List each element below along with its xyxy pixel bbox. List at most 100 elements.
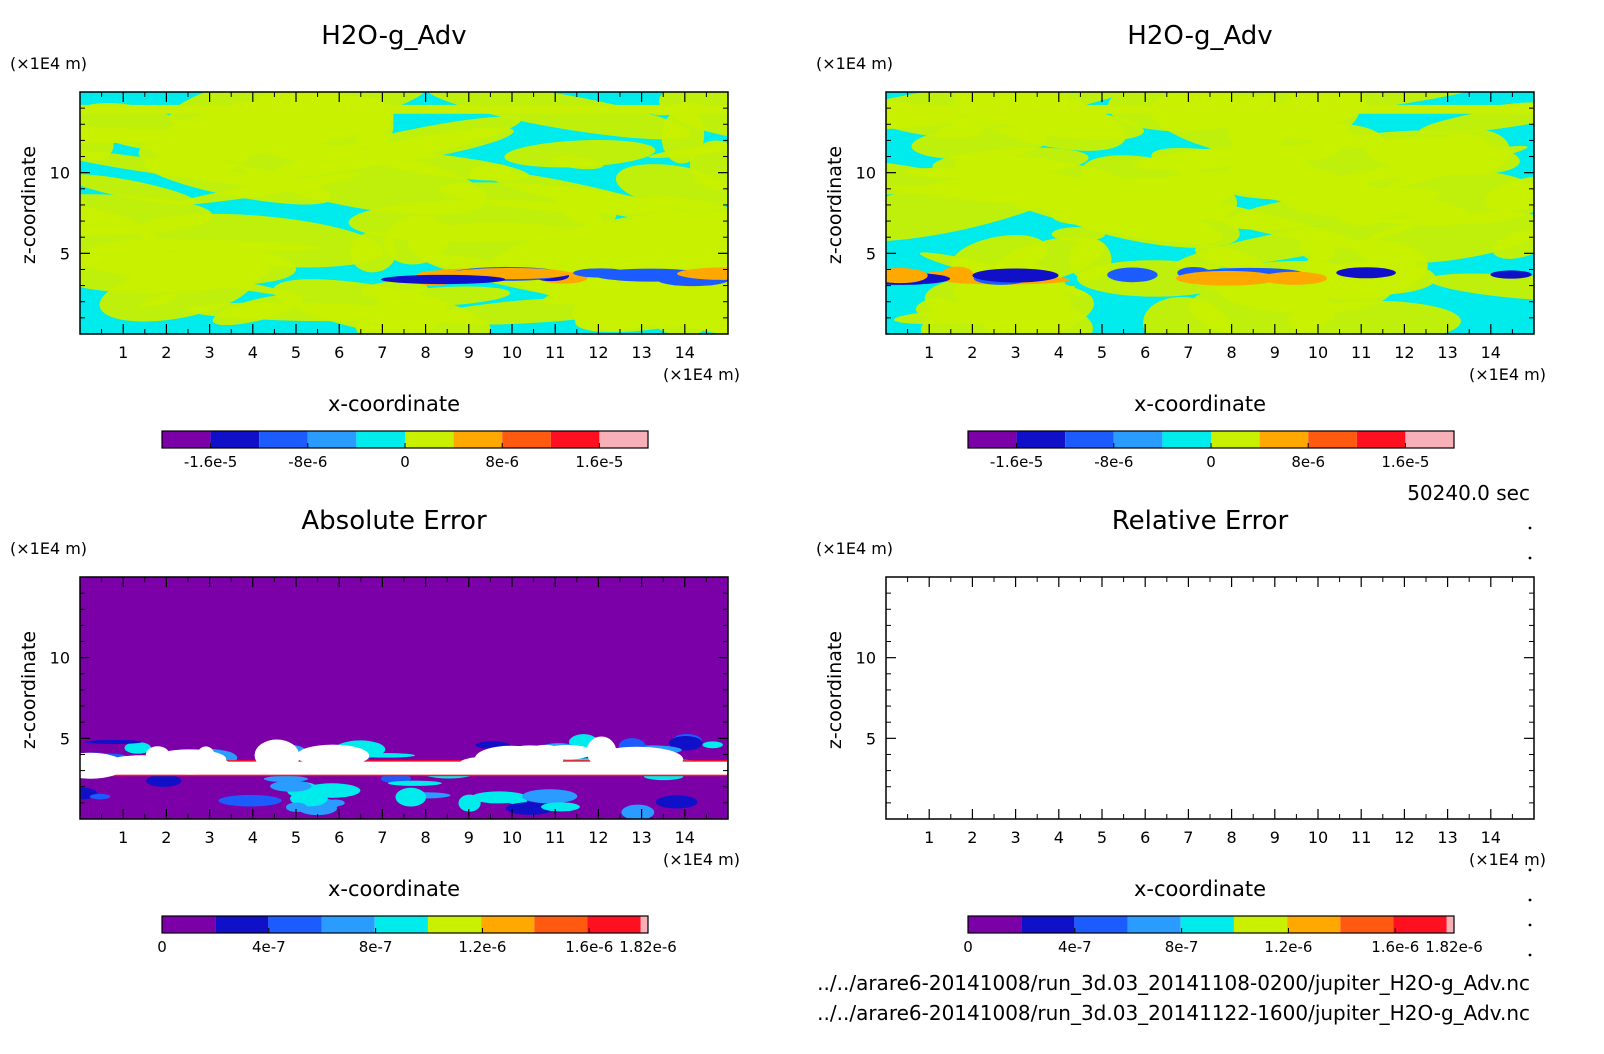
x-tick-label: 4: [248, 828, 258, 847]
colorbar-swatch: [1016, 431, 1066, 448]
panel-title: H2O-g_Adv: [1127, 21, 1272, 51]
colorbar-swatch: [1065, 431, 1114, 448]
field-fill: [886, 92, 1534, 334]
colorbar-tick-label: 0: [400, 453, 410, 471]
colorbar-swatch: [1233, 916, 1288, 933]
x-tick-label: 6: [1140, 828, 1150, 847]
colorbar-tick-label: 0: [157, 938, 167, 956]
colorbar-swatch: [1211, 431, 1260, 448]
colorbar-tick-label: 8e-7: [1165, 938, 1199, 956]
colorbar-swatch: [453, 431, 503, 448]
x-tick-label: 5: [291, 828, 301, 847]
x-tick-label: 2: [967, 343, 977, 362]
side-dot: [1528, 923, 1532, 927]
x-tick-label: 5: [291, 343, 301, 362]
colorbar-swatch: [162, 916, 216, 933]
x-tick-label: 7: [1183, 343, 1193, 362]
x-tick-label: 14: [675, 828, 695, 847]
colorbar-tick-label: 1.2e-6: [458, 938, 506, 956]
side-dot: [1528, 868, 1532, 872]
colorbar-tick-label: 8e-7: [359, 938, 393, 956]
colorbar-swatch: [968, 431, 1017, 448]
y-tick-label: 5: [60, 729, 70, 748]
colorbar-tick-label: 1.82e-6: [619, 938, 677, 956]
x-tick-label: 13: [1437, 343, 1457, 362]
colorbar-swatch: [1405, 431, 1454, 448]
field-fill: [80, 577, 728, 819]
x-tick-label: 3: [1011, 828, 1021, 847]
x-tick-label: 12: [1394, 343, 1414, 362]
x-tick-label: 1: [118, 343, 128, 362]
colorbar-swatch: [1162, 431, 1211, 448]
y-tick-label: 10: [856, 164, 876, 183]
colorbar-swatch: [599, 431, 648, 448]
colorbar-tick-label: -1.6e-5: [184, 453, 237, 471]
side-dot: [1528, 953, 1532, 957]
colorbar-swatch: [356, 431, 405, 448]
y-axis-label: z-coordinate: [824, 146, 846, 264]
colorbar-swatch: [162, 431, 211, 448]
x-unit-label: (×1E4 m): [663, 850, 740, 869]
colorbar-tick-label: 0: [1206, 453, 1216, 471]
x-tick-label: 3: [205, 828, 215, 847]
x-axis-label: x-coordinate: [328, 392, 460, 416]
colorbar-swatch: [321, 916, 375, 933]
y-tick-label: 10: [50, 164, 70, 183]
colorbar-swatch: [215, 916, 269, 933]
colorbar-swatch: [210, 431, 260, 448]
x-tick-label: 8: [421, 343, 431, 362]
field-fill: [80, 92, 728, 334]
x-tick-label: 6: [1140, 343, 1150, 362]
colorbar-tick-label: -8e-6: [288, 453, 327, 471]
colorbar-tick-label: 0: [963, 938, 973, 956]
colorbar-tick-label: 1.2e-6: [1264, 938, 1312, 956]
colorbar-swatch: [1393, 916, 1447, 933]
x-unit-label: (×1E4 m): [663, 365, 740, 384]
colorbar: -1.6e-5 -8e-6 0 8e-6 1.6e-5: [967, 430, 1455, 471]
colorbar-swatch: [1113, 431, 1163, 448]
colorbar-tick-label: 1.6e-5: [1381, 453, 1429, 471]
x-tick-label: 1: [924, 343, 934, 362]
x-tick-label: 2: [161, 828, 171, 847]
x-tick-label: 6: [334, 343, 344, 362]
file-path-1: ../../arare6-20141008/run_3d.03_20141108…: [817, 971, 1530, 995]
x-tick-label: 11: [1351, 343, 1371, 362]
x-tick-label: 12: [588, 828, 608, 847]
colorbar-swatch: [1259, 431, 1309, 448]
colorbar-swatch: [1308, 431, 1357, 448]
x-tick-label: 5: [1097, 343, 1107, 362]
colorbar-swatch: [259, 431, 308, 448]
y-unit-label: (×1E4 m): [816, 539, 893, 558]
y-tick-label: 5: [866, 729, 876, 748]
y-tick-label: 5: [60, 244, 70, 263]
panel-title: Relative Error: [1112, 506, 1289, 536]
colorbar-swatch: [640, 916, 648, 933]
side-dot: [1528, 898, 1532, 902]
y-tick-label: 10: [50, 649, 70, 668]
colorbar-swatch: [405, 431, 454, 448]
x-tick-label: 11: [1351, 828, 1371, 847]
panel-title: Absolute Error: [301, 506, 487, 536]
x-tick-label: 3: [1011, 343, 1021, 362]
colorbar-tick-label: 4e-7: [1058, 938, 1092, 956]
x-tick-label: 8: [1227, 343, 1237, 362]
x-tick-label: 9: [1270, 343, 1280, 362]
x-tick-label: 11: [545, 343, 565, 362]
colorbar-tick-label: -8e-6: [1094, 453, 1133, 471]
x-axis-label: x-coordinate: [1134, 877, 1266, 901]
colorbar-swatch: [1074, 916, 1128, 933]
x-tick-label: 2: [967, 828, 977, 847]
x-tick-label: 9: [464, 828, 474, 847]
colorbar-swatch: [1356, 431, 1406, 448]
y-axis-label: z-coordinate: [18, 146, 40, 264]
panel-title: H2O-g_Adv: [321, 21, 466, 51]
colorbar-tick-label: 4e-7: [252, 938, 286, 956]
x-tick-label: 13: [631, 343, 651, 362]
colorbar-swatch: [1021, 916, 1075, 933]
colorbar-swatch: [268, 916, 322, 933]
colorbar-swatch: [1287, 916, 1341, 933]
x-tick-label: 7: [377, 828, 387, 847]
colorbar-tick-label: 8e-6: [1291, 453, 1325, 471]
